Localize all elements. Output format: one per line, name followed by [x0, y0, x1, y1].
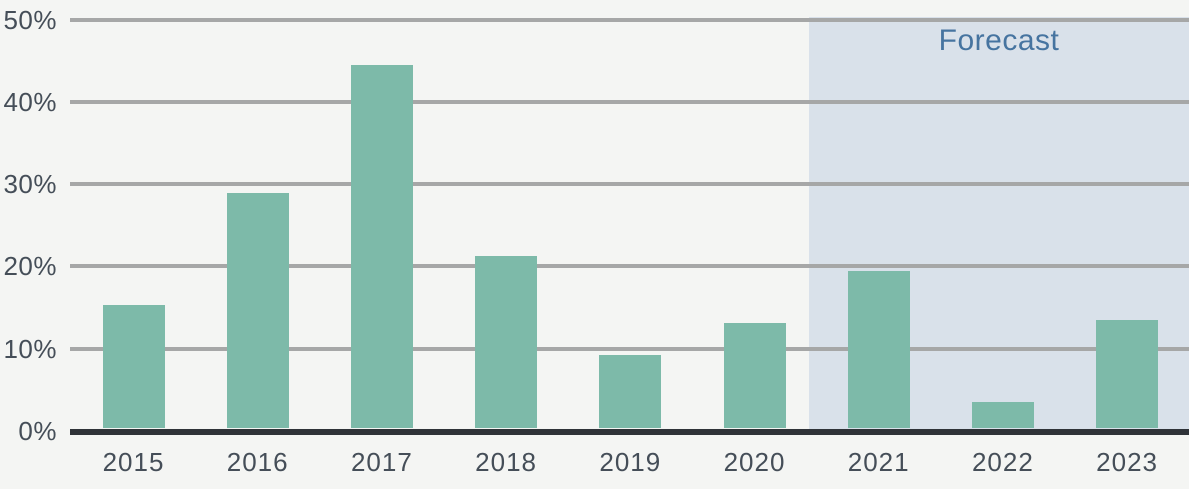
y-axis-tick-label-40: 40%	[3, 86, 57, 117]
gridline-20	[70, 264, 1189, 269]
x-axis-baseline	[70, 428, 1189, 435]
y-axis-tick-label-20: 20%	[3, 251, 57, 282]
gridline-50	[70, 17, 1189, 22]
forecast-label: Forecast	[938, 24, 1060, 57]
bar-2020	[723, 323, 786, 429]
bar-2015	[102, 305, 165, 429]
bar-2023	[1096, 319, 1159, 429]
x-axis-tick-label-2017: 2017	[350, 447, 413, 477]
y-axis-tick-label-30: 30%	[3, 169, 57, 200]
bar-2021	[847, 271, 910, 429]
bar-2018	[475, 255, 538, 429]
x-axis-tick-label-2019: 2019	[599, 447, 662, 477]
y-axis-tick-label-10: 10%	[3, 333, 57, 364]
bar-2019	[599, 355, 662, 429]
x-axis-tick-label-2015: 2015	[102, 447, 165, 477]
gridline-40	[70, 99, 1189, 104]
x-axis-tick-label-2016: 2016	[226, 447, 289, 477]
bar-2016	[226, 193, 289, 429]
x-axis-tick-label-2021: 2021	[847, 447, 910, 477]
x-axis-tick-label-2022: 2022	[971, 447, 1034, 477]
y-axis-tick-label-50: 50%	[3, 4, 57, 35]
bar-2022	[971, 402, 1034, 429]
x-axis-tick-label-2018: 2018	[475, 447, 538, 477]
bar-2017	[350, 64, 413, 429]
gridline-30	[70, 182, 1189, 187]
y-axis-tick-label-0: 0%	[18, 416, 57, 446]
x-axis-tick-label-2023: 2023	[1096, 447, 1159, 477]
x-axis-tick-label-2020: 2020	[723, 447, 786, 477]
gridline-10	[70, 346, 1189, 351]
